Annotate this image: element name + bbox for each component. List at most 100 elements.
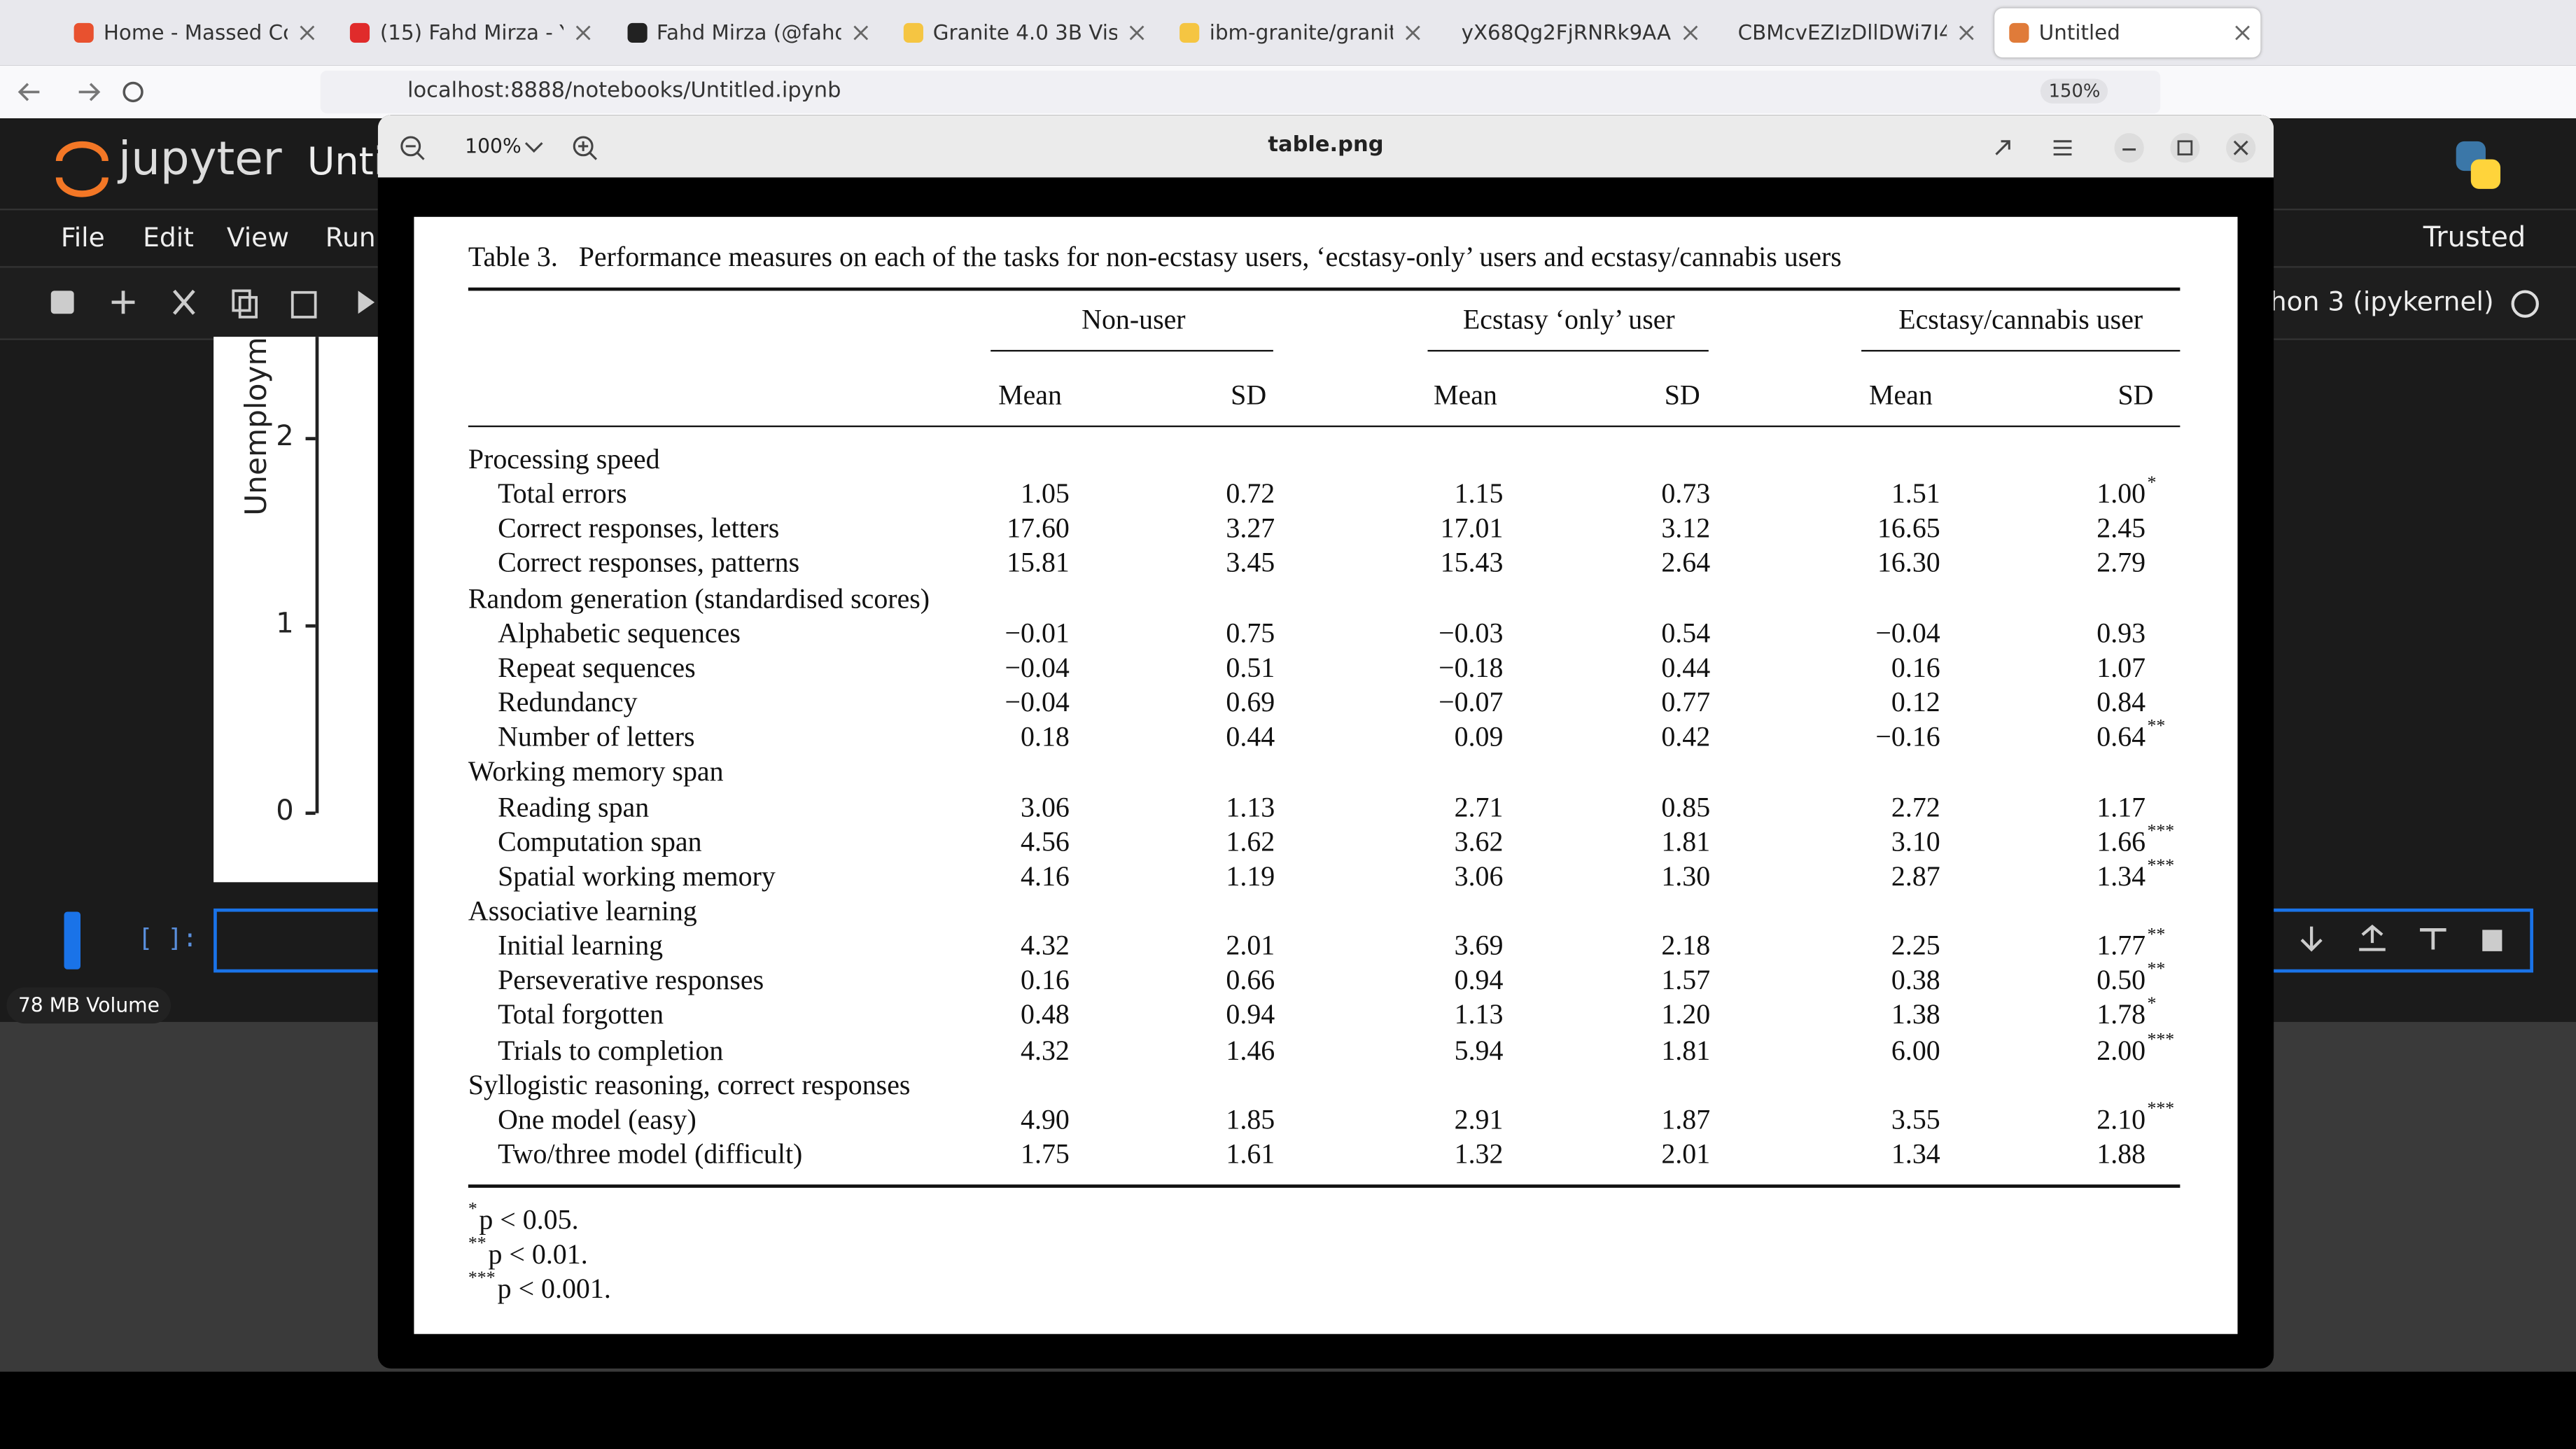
- table-cell: 1.15: [1454, 478, 1504, 510]
- section-label: Syllogistic reasoning, correct responses: [468, 1069, 911, 1100]
- browser-tab[interactable]: (15) Fahd Mirza - You: [335, 8, 601, 57]
- browser-tab[interactable]: ibm-granite/granite-: [1165, 8, 1431, 57]
- significance-mark: **: [2147, 925, 2166, 945]
- table-cell: 1.38: [1891, 999, 1940, 1031]
- cell-prompt: [ ]:: [138, 923, 197, 953]
- python-logo: [2456, 141, 2501, 189]
- viewer-window-buttons[interactable]: [1980, 128, 2259, 167]
- menu-item[interactable]: Edit: [143, 221, 194, 253]
- notebook-title[interactable]: Unti: [307, 141, 384, 184]
- table-rule: [468, 1184, 2180, 1187]
- table-cell: 1.34: [1891, 1138, 1940, 1170]
- browser-tab[interactable]: Fahd Mirza (@fahdm: [612, 8, 878, 57]
- table-cell: 1.66: [2096, 825, 2146, 858]
- table-cell: 1.51: [1891, 478, 1940, 510]
- table-cell: −0.03: [1438, 617, 1504, 649]
- row-label: One model (easy): [498, 1103, 696, 1135]
- table-cell: 1.17: [2096, 791, 2146, 822]
- table-cell: 3.06: [1021, 791, 1070, 822]
- browser-tab[interactable]: Home - Massed Com: [59, 8, 325, 57]
- menu-item[interactable]: View: [226, 221, 289, 253]
- row-label: Number of letters: [498, 721, 695, 753]
- tab-title[interactable]: Home - Massed Com: [103, 20, 288, 45]
- viewer-zoom[interactable]: 100%: [465, 134, 522, 158]
- tab-close[interactable]: [299, 24, 315, 41]
- table-cell: 0.54: [1661, 617, 1711, 649]
- tab-close[interactable]: [1405, 24, 1421, 41]
- trusted-indicator[interactable]: Trusted: [2423, 221, 2526, 255]
- footnote: p < 0.001.: [497, 1273, 611, 1305]
- menu-item[interactable]: File: [60, 221, 105, 253]
- table-cell: 0.94: [1226, 999, 1275, 1031]
- significance-mark: ***: [2147, 1029, 2175, 1049]
- nav-buttons[interactable]: [13, 76, 161, 108]
- tab-title[interactable]: Untitled: [2038, 20, 2120, 45]
- zoom-level[interactable]: 150%: [2040, 78, 2109, 104]
- plot-ylabel: Unemploym: [239, 337, 274, 516]
- menu-item[interactable]: Run: [325, 221, 376, 253]
- browser-tab[interactable]: yX68Qg2FjRNRk9AAh4: [1441, 8, 1707, 57]
- table-cell: 0.16: [1021, 965, 1070, 996]
- table-cell: −0.04: [1004, 687, 1070, 718]
- plot-tick: [305, 811, 316, 814]
- table-cell: 1.46: [1226, 1034, 1275, 1066]
- jupyter-logo-icon: [55, 141, 108, 197]
- row-label: Total forgotten: [498, 999, 664, 1031]
- table-cell: 0.44: [1661, 652, 1711, 684]
- tab-title[interactable]: Fahd Mirza (@fahdm: [656, 20, 841, 45]
- table-cell: 2.71: [1454, 791, 1504, 822]
- table-cell: 0.51: [1226, 652, 1275, 684]
- url-box[interactable]: [320, 70, 2161, 113]
- table-cell: 4.56: [1021, 825, 1070, 858]
- table-cell: 0.48: [1021, 999, 1070, 1031]
- tab-close[interactable]: [1958, 24, 1974, 41]
- jupyter-logo: jupyter: [118, 131, 282, 186]
- tab-title[interactable]: (15) Fahd Mirza - You: [379, 20, 564, 45]
- tab-close[interactable]: [1128, 24, 1144, 41]
- tab-close[interactable]: [1681, 24, 1698, 41]
- table-cell: 1.32: [1454, 1138, 1504, 1170]
- table-cell: −0.16: [1875, 721, 1940, 753]
- table-cell: 2.87: [1891, 860, 1940, 892]
- plot-tick: [305, 624, 316, 627]
- table-cell: 1.61: [1226, 1138, 1275, 1170]
- row-label: Initial learning: [498, 930, 664, 962]
- viewer-zoom-controls[interactable]: [394, 130, 624, 166]
- browser-tab[interactable]: CBMcvEZIzDllDWi7I4rr: [1718, 8, 1984, 57]
- row-label: Correct responses, patterns: [498, 547, 800, 580]
- table-cell: 0.38: [1891, 965, 1940, 996]
- table-cell: 1.00: [2096, 478, 2146, 510]
- tab-title[interactable]: ibm-granite/granite-: [1209, 20, 1394, 45]
- table-cell: 1.13: [1454, 999, 1504, 1031]
- tab-close[interactable]: [575, 24, 592, 41]
- table-cell: 0.12: [1891, 687, 1940, 718]
- tab-close[interactable]: [852, 24, 868, 41]
- browser-tab[interactable]: Untitled: [1994, 8, 2261, 58]
- browser-tab[interactable]: Granite 4.0 3B Vision: [888, 8, 1154, 57]
- table-cell: −0.01: [1004, 617, 1070, 649]
- row-label: Perseverative responses: [498, 965, 764, 996]
- table-cell: 3.27: [1226, 512, 1275, 545]
- group-rule: [1427, 349, 1709, 352]
- tab-title[interactable]: Granite 4.0 3B Vision: [932, 20, 1117, 45]
- table-cell: 0.77: [1661, 687, 1711, 718]
- significance-mark: *: [2147, 473, 2157, 493]
- tab-title[interactable]: yX68Qg2FjRNRk9AAh4: [1461, 20, 1670, 45]
- table-cell: 0.50: [2096, 965, 2146, 996]
- tab-close[interactable]: [2234, 24, 2250, 41]
- tab-title[interactable]: CBMcvEZIzDllDWi7I4rr: [1737, 20, 1947, 45]
- volume-badge: 78 MB Volume: [6, 987, 172, 1024]
- toolbar-icons[interactable]: [46, 284, 391, 323]
- table-cell: 3.69: [1454, 930, 1504, 962]
- group-rule: [990, 349, 1273, 352]
- table-cell: 0.18: [1021, 721, 1070, 753]
- tab-favicon: [74, 22, 94, 43]
- table-cell: 4.16: [1021, 860, 1070, 892]
- plot-tick: [305, 437, 316, 440]
- table-cell: 2.25: [1891, 930, 1940, 962]
- row-label: Repeat sequences: [498, 652, 696, 684]
- cell-toolbar[interactable]: [2292, 920, 2514, 959]
- url[interactable]: localhost:8888/notebooks/Untitled.ipynb: [407, 78, 841, 104]
- row-label: Reading span: [498, 791, 650, 822]
